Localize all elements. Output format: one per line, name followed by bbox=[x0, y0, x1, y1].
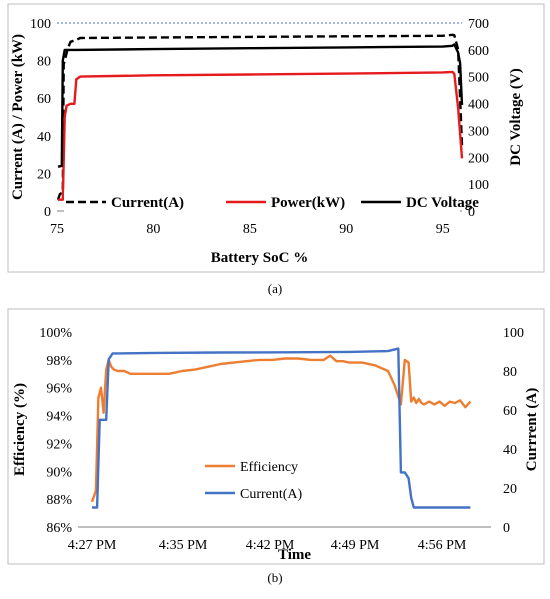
y-axis-title: Efficiency (%) bbox=[12, 383, 28, 476]
y2-axis-title: Currrent (A) bbox=[524, 388, 540, 471]
y2-tick-label: 100 bbox=[468, 178, 489, 193]
legend-label: Current(A) bbox=[111, 195, 184, 211]
x-axis-title: Time bbox=[278, 547, 311, 563]
chart-a: 0 20 40 60 80 100 0 100 200 300 400 500 600 700 75 80 85… bbox=[10, 17, 524, 266]
y2-axis-title: DC Voltage (V) bbox=[508, 68, 524, 166]
y2-tick-label: 300 bbox=[468, 124, 489, 139]
chart-a-frame bbox=[7, 3, 545, 273]
y-tick-label: 90% bbox=[46, 465, 72, 480]
y2-tick-label: 40 bbox=[503, 443, 517, 458]
x-axis-title: Battery SoC % bbox=[211, 250, 309, 266]
y2-tick-label: 100 bbox=[503, 326, 524, 341]
y2-tick-label: 20 bbox=[503, 482, 517, 497]
legend-label: DC Voltage bbox=[406, 195, 479, 211]
y2-tick-label: 80 bbox=[503, 365, 517, 380]
y2-tick-label: 700 bbox=[468, 17, 489, 32]
series-line-dc-voltage bbox=[57, 43, 464, 168]
y-tick-label: 80 bbox=[37, 55, 51, 70]
y2-tick-label: 200 bbox=[468, 151, 489, 166]
y-tick-label: 86% bbox=[46, 521, 72, 536]
y-tick-label: 20 bbox=[37, 167, 51, 182]
series-line-power-kw bbox=[58, 70, 464, 201]
y-tick-label: 100 bbox=[30, 17, 51, 32]
series-line-current-a bbox=[92, 347, 471, 509]
x-tick-label: 85 bbox=[243, 222, 257, 237]
y-tick-label: 100% bbox=[39, 326, 72, 341]
x-tick-label: 90 bbox=[339, 222, 353, 237]
x-tick-label: 4:42 PM bbox=[246, 538, 295, 553]
series-line-efficiency bbox=[90, 354, 472, 503]
x-tick-label: 75 bbox=[50, 222, 64, 237]
y-tick-label: 98% bbox=[46, 354, 72, 369]
y2-tick-label: 500 bbox=[468, 71, 489, 86]
x-tick-label: 4:35 PM bbox=[159, 538, 208, 553]
y2-tick-label: 0 bbox=[503, 521, 510, 536]
y2-tick-label: 60 bbox=[503, 404, 517, 419]
y-tick-label: 94% bbox=[46, 410, 72, 425]
y2-tick-label: 600 bbox=[468, 44, 489, 59]
chart-a-caption: (a) bbox=[268, 281, 282, 296]
y-tick-label: 92% bbox=[46, 437, 72, 452]
y-tick-label: 96% bbox=[46, 382, 72, 397]
y-tick-label: 0 bbox=[44, 205, 51, 220]
x-tick-label: 95 bbox=[436, 222, 450, 237]
chart-b-frame bbox=[7, 308, 545, 565]
legend-label: Current(A) bbox=[240, 487, 303, 502]
legend-label: Efficiency bbox=[240, 460, 298, 475]
y-tick-label: 40 bbox=[37, 130, 51, 145]
x-tick-label: 80 bbox=[146, 222, 160, 237]
y2-tick-label: 400 bbox=[468, 98, 489, 113]
x-tick-label: 4:27 PM bbox=[68, 538, 117, 553]
y-tick-label: 88% bbox=[46, 493, 72, 508]
x-tick-label: 4:49 PM bbox=[331, 538, 380, 553]
y-tick-label: 60 bbox=[37, 92, 51, 107]
chart-b-caption: (b) bbox=[267, 570, 282, 585]
x-tick-label: 4:56 PM bbox=[418, 538, 467, 553]
legend-label: Power(kW) bbox=[271, 195, 345, 211]
chart-b: 86% 88% 90% 92% 94% 96% 98% 100% 0 20 40 60 80 100 4:2… bbox=[12, 326, 540, 563]
y2-tick-label: 0 bbox=[468, 205, 475, 220]
y-axis-title: Current (A) / Power (kW) bbox=[10, 34, 26, 200]
